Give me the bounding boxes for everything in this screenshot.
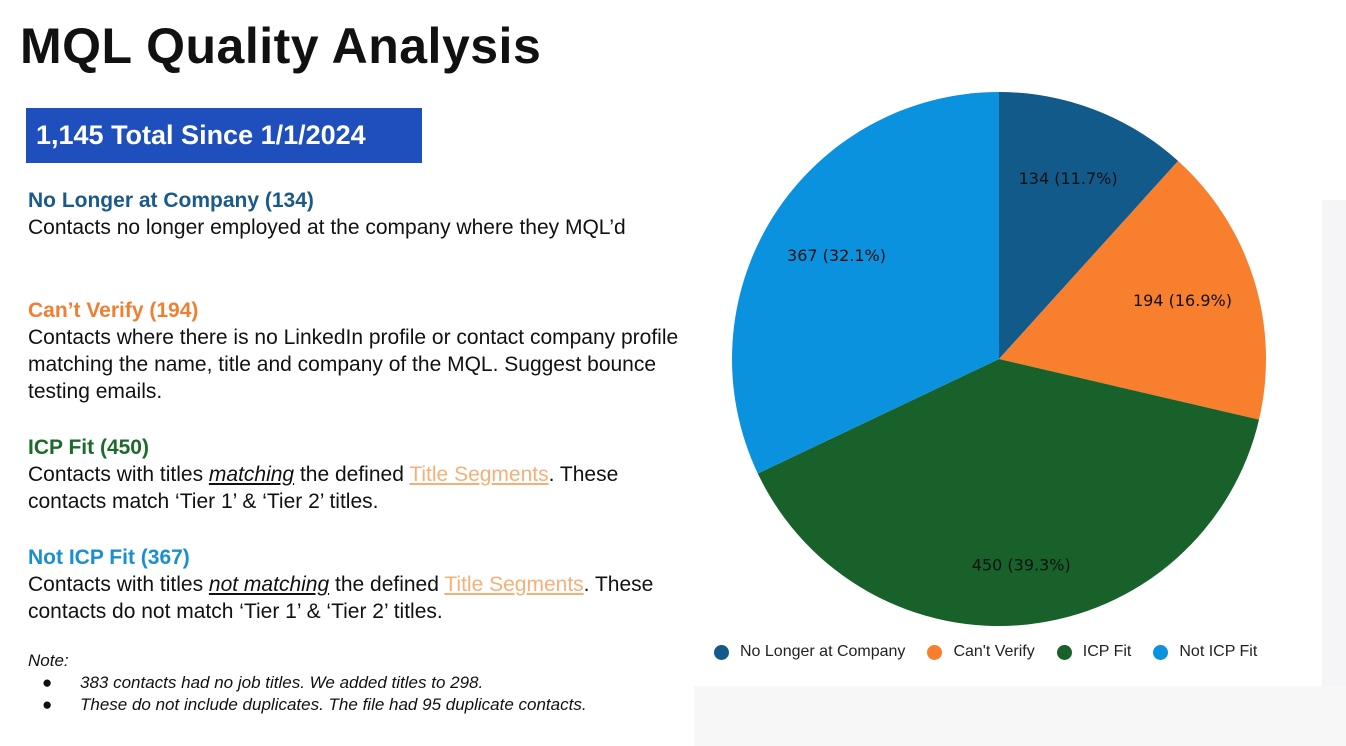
legend-dot-icon: [714, 644, 729, 660]
pie-labels: 134 (11.7%) 194 (16.9%) 450 (39.3%) 367 (32…: [787, 169, 1232, 574]
legend-item: ICP Fit: [1056, 643, 1132, 661]
pie-slice-not-icp-fit: [732, 92, 999, 474]
chart-legend: No Longer at Company Can't Verify ICP Fi…: [714, 640, 1279, 664]
note-item: ● These do not include duplicates. The fi…: [28, 694, 668, 716]
legend-label: Can't Verify: [953, 643, 1035, 660]
section-heading: Can’t Verify (194): [28, 299, 199, 322]
pie-slices: [732, 92, 1266, 626]
note-label: Note:: [28, 651, 69, 670]
legend-item: Can't Verify: [927, 643, 1035, 661]
section-not-icp-fit: Not ICP Fit (367) Contacts with titles n…: [28, 544, 698, 625]
body-text: Contacts with titles: [28, 573, 209, 596]
legend-dot-icon: [927, 644, 943, 660]
emphasis-text: matching: [208, 463, 295, 486]
section-heading: ICP Fit (450): [28, 436, 149, 459]
bullet-icon: ●: [42, 673, 53, 692]
pie-chart: 134 (11.7%) 194 (16.9%) 450 (39.3%) 367 (32…: [732, 92, 1266, 626]
body-text: Contacts with titles: [28, 463, 209, 486]
total-banner: 1,145 Total Since 1/1/2024: [26, 108, 422, 163]
legend-label: Not ICP Fit: [1179, 643, 1258, 660]
pie-slice-can-t-verify: [999, 160, 1266, 420]
section-body: Contacts where there is no LinkedIn prof…: [28, 326, 679, 403]
section-heading: Not ICP Fit (367): [28, 546, 190, 569]
legend-label: ICP Fit: [1082, 643, 1132, 660]
note-item-text: 383 contacts had no job titles. We added…: [80, 673, 484, 692]
pie-slice-no-longer-at-company: [999, 92, 1179, 359]
note-item-text: These do not include duplicates. The fil…: [80, 695, 587, 714]
body-text: . These contacts match ‘Tier 1’ & ‘Tier …: [28, 463, 619, 513]
note-list: ● 383 contacts had no job titles. We adde…: [28, 672, 668, 716]
panel-background: [694, 686, 1346, 746]
panel-background: [1322, 200, 1346, 686]
section-body: Contacts with titles matching the define…: [28, 461, 698, 515]
bullet-icon: ●: [42, 695, 53, 714]
section-icp-fit: ICP Fit (450) Contacts with titles match…: [28, 434, 698, 515]
body-text: the defined: [329, 573, 445, 596]
note-block: Note: ● 383 contacts had no job titles. W…: [28, 650, 668, 716]
section-body: Contacts no longer employed at the compa…: [28, 216, 626, 239]
legend-label: No Longer at Company: [740, 643, 906, 660]
section-cant-verify: Can’t Verify (194) Contacts where there …: [28, 297, 698, 405]
page-title: MQL Quality Analysis: [20, 18, 542, 74]
pie-slice-icp-fit: [757, 359, 1260, 626]
section-heading: No Longer at Company (134): [28, 189, 314, 212]
title-segments-link[interactable]: Title Segments: [409, 463, 549, 486]
legend-dot-icon: [1056, 644, 1072, 660]
section-body: Contacts with titles not matching the de…: [28, 571, 698, 625]
pie-data-label: 450 (39.3%): [972, 556, 1071, 575]
legend-item: No Longer at Company: [714, 643, 905, 661]
section-no-longer-at-company: No Longer at Company (134) Contacts no l…: [28, 187, 698, 241]
legend-dot-icon: [1153, 644, 1169, 660]
note-item: ● 383 contacts had no job titles. We adde…: [28, 672, 668, 694]
pie-data-label: 194 (16.9%): [1133, 291, 1232, 310]
body-text: the defined: [294, 463, 410, 486]
title-segments-link[interactable]: Title Segments: [444, 573, 584, 596]
pie-data-label: 134 (11.7%): [1019, 169, 1118, 188]
body-text: . These contacts do not match ‘Tier 1’ &…: [28, 573, 654, 623]
legend-item: Not ICP Fit: [1153, 643, 1257, 661]
pie-data-label: 367 (32.1%): [787, 246, 886, 265]
emphasis-text: not matching: [208, 573, 330, 596]
